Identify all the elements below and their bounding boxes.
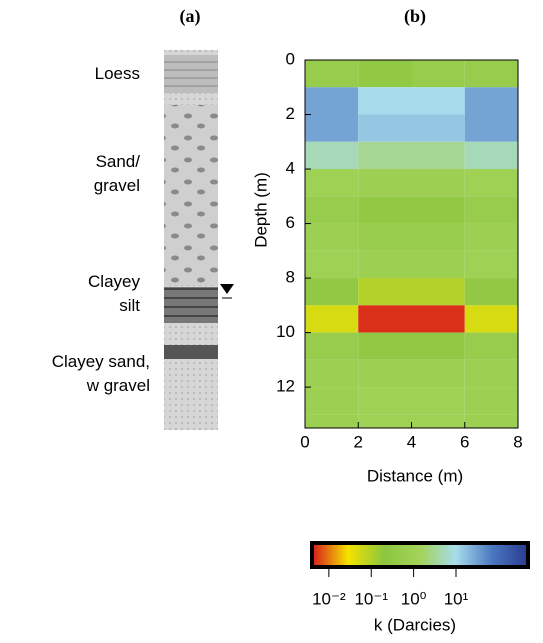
y-tick-label: 12 (276, 377, 295, 396)
cell (411, 250, 465, 279)
cell (411, 223, 465, 251)
cell (411, 87, 465, 115)
cell (358, 332, 412, 360)
cell (464, 169, 518, 197)
cell (358, 196, 412, 224)
cell (358, 141, 412, 170)
colorbar-tick-label: 10⁻¹ (354, 589, 388, 608)
x-tick-label: 8 (513, 432, 522, 451)
cell (305, 196, 359, 224)
cell (464, 387, 518, 415)
cell (411, 278, 465, 306)
cell (464, 305, 518, 333)
strat-column (164, 50, 234, 430)
cell (305, 332, 359, 360)
cell (411, 414, 465, 428)
y-tick-label: 2 (286, 104, 295, 123)
cell (358, 250, 412, 279)
cell (305, 414, 359, 428)
colorbar (310, 541, 530, 569)
layer-label: Loess (95, 64, 140, 83)
cell (411, 60, 465, 88)
cell (464, 141, 518, 170)
colorbar-tick-label: 10⁰ (401, 589, 427, 608)
chart-title: (b) (404, 6, 426, 27)
cell (358, 387, 412, 415)
cell (464, 278, 518, 306)
cell (464, 196, 518, 224)
cell (358, 278, 412, 306)
heatmap: (b) 0 2 4 6 8 10 12 0 2 4 6 8 Distance (m) Depth (m) 10… (251, 6, 530, 634)
y-tick-label: 4 (286, 159, 295, 178)
cell (305, 359, 359, 388)
y-tick-label: 0 (286, 49, 295, 68)
y-tick-label: 6 (286, 213, 295, 232)
y-tick-label: 8 (286, 268, 295, 287)
x-tick-label: 6 (460, 432, 469, 451)
cell (411, 114, 465, 142)
y-tick-label: 10 (276, 322, 295, 341)
layer-label: Clayey sand, w gravel (52, 352, 150, 395)
cell (358, 305, 412, 333)
layer-label: Clayey silt (88, 272, 140, 315)
x-tick-label: 4 (407, 432, 416, 451)
colorbar-tick-label: 10¹ (444, 589, 469, 608)
cell (411, 196, 465, 224)
cell (358, 414, 412, 428)
colorbar-label: k (Darcies) (374, 615, 456, 634)
y-axis-label: Depth (m) (251, 172, 270, 248)
cell (411, 387, 465, 415)
panel-title: (a) (180, 6, 201, 27)
cell (305, 60, 359, 88)
x-tick-label: 2 (354, 432, 363, 451)
cell (358, 223, 412, 251)
cell (464, 414, 518, 428)
cell (305, 278, 359, 306)
cell (358, 169, 412, 197)
cell (358, 60, 412, 88)
cell (305, 87, 359, 115)
cell (464, 332, 518, 360)
colorbar-tick-label: 10⁻² (312, 589, 346, 608)
cell (305, 387, 359, 415)
cell (464, 114, 518, 142)
cell (411, 359, 465, 388)
cell (464, 250, 518, 279)
cell (464, 359, 518, 388)
layer-labels: Loess Sand/gravel Clayey silt Clayey sand, w … (52, 64, 150, 395)
cell (411, 169, 465, 197)
cell (358, 359, 412, 388)
cell (411, 141, 465, 170)
x-axis-label: Distance (m) (367, 466, 463, 485)
cell (411, 305, 465, 333)
cell (305, 141, 359, 170)
cell (358, 87, 412, 115)
cell (358, 114, 412, 142)
cell (305, 169, 359, 197)
cell (464, 87, 518, 115)
cell (464, 60, 518, 88)
cell (305, 114, 359, 142)
cell (464, 223, 518, 251)
cell (411, 332, 465, 360)
layer-label: Sand/gravel (94, 152, 141, 195)
cell (305, 223, 359, 251)
cell (305, 250, 359, 279)
x-tick-label: 0 (300, 432, 309, 451)
cell (305, 305, 359, 333)
